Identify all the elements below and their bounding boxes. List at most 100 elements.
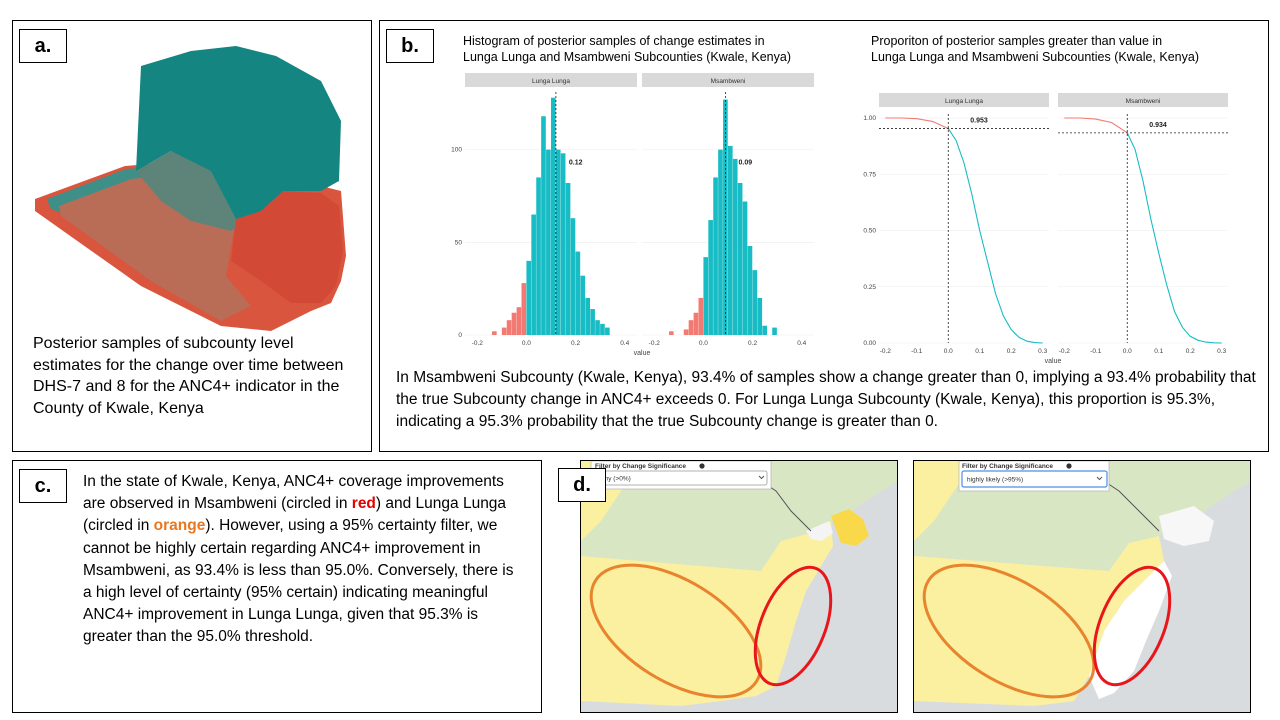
x-tick-label: -0.2 bbox=[1059, 348, 1071, 355]
map-left: Filter by Change Significance any (>0%) bbox=[580, 460, 898, 713]
x-tick-label: 0.2 bbox=[1186, 348, 1195, 355]
proportion-chart: Proporiton of posterior samples greater … bbox=[863, 34, 1228, 365]
map-right-filter-label: Filter by Change Significance bbox=[962, 463, 1053, 470]
panel-b-description: In Msambweni Subcounty (Kwale, Kenya), 9… bbox=[396, 369, 1256, 430]
x-tick-label: -0.2 bbox=[472, 340, 484, 347]
x-tick-label: 0.2 bbox=[571, 340, 580, 347]
x-tick-label: 0.3 bbox=[1217, 348, 1226, 355]
y-tick-label: 50 bbox=[455, 239, 463, 246]
x-tick-label: 0.1 bbox=[1154, 348, 1163, 355]
histogram-bar bbox=[752, 270, 758, 335]
histogram-bar bbox=[762, 325, 768, 335]
kwale-east-red-region bbox=[231, 191, 343, 303]
histogram-bar bbox=[541, 116, 546, 335]
histogram-bar bbox=[492, 331, 497, 335]
map-left-strong-yellow bbox=[831, 509, 869, 546]
map-right-change-yellow bbox=[914, 536, 1164, 706]
facet-label-lunga-lunga: Lunga Lunga bbox=[945, 98, 983, 105]
histogram-bar bbox=[698, 297, 704, 335]
histogram-bar bbox=[565, 182, 571, 335]
info-icon bbox=[1066, 463, 1072, 469]
histogram-bar bbox=[728, 145, 733, 335]
y-tick-label: 0 bbox=[458, 332, 462, 339]
info-icon bbox=[699, 463, 705, 469]
histogram-bar bbox=[506, 320, 512, 335]
map-right-filter-select[interactable] bbox=[961, 470, 1108, 488]
map-left-filter-label: Filter by Change Significance bbox=[595, 463, 686, 470]
panel-d-label: d. bbox=[558, 468, 606, 502]
histogram-bar bbox=[600, 323, 605, 335]
histogram-bar bbox=[742, 201, 748, 335]
y-tick-label: 0.75 bbox=[863, 171, 876, 178]
facet-label-msambweni: Msambweni bbox=[711, 78, 746, 85]
x-tick-label: 0.2 bbox=[1007, 348, 1016, 355]
orange-circle-right bbox=[922, 563, 1096, 699]
map-left-coast-white bbox=[806, 521, 833, 541]
mean-label: 0.09 bbox=[739, 159, 753, 166]
x-tick-label: 0.4 bbox=[620, 340, 629, 347]
proportion-line-positive bbox=[947, 128, 1043, 344]
histogram-bar bbox=[683, 329, 689, 335]
histogram-chart: Histogram of posterior samples of change… bbox=[451, 34, 814, 357]
histogram-bar bbox=[585, 297, 591, 335]
histogram-title-line-1: Histogram of posterior samples of change… bbox=[463, 34, 765, 48]
proportion-line-negative bbox=[885, 117, 949, 130]
panel-b: b. Histogram of posterior samples of cha… bbox=[379, 20, 1269, 452]
proportion-title: Proporiton of posterior samples greater … bbox=[871, 34, 1199, 64]
histogram-bar bbox=[737, 182, 743, 335]
mean-label: 0.12 bbox=[569, 159, 583, 166]
panel-c-text-part-3: ). However, using a 95% certainty filter… bbox=[83, 517, 514, 646]
facet-strip-lunga-lunga bbox=[879, 93, 1049, 107]
histogram-bar bbox=[560, 153, 566, 335]
x-axis-label: value bbox=[1045, 358, 1062, 365]
histogram-bar bbox=[605, 327, 610, 335]
histogram-bar bbox=[772, 327, 777, 335]
histogram-bar bbox=[575, 251, 581, 335]
histogram-bar bbox=[570, 218, 576, 335]
histogram-bar bbox=[526, 260, 532, 335]
map-right-coast-white bbox=[1159, 506, 1214, 546]
map-right-filter-value: highly likely (>95%) bbox=[967, 477, 1023, 484]
histogram-bar bbox=[546, 149, 551, 335]
histogram-bar bbox=[531, 214, 536, 335]
histogram-bar bbox=[757, 297, 763, 335]
x-tick-label: -0.2 bbox=[880, 348, 892, 355]
y-tick-label: 0.00 bbox=[863, 340, 876, 347]
proportion-title-line-2: Lunga Lunga and Msambweni Subcounties (K… bbox=[871, 50, 1199, 64]
facet-label-msambweni: Msambweni bbox=[1126, 98, 1161, 105]
histogram-title: Histogram of posterior samples of change… bbox=[463, 34, 791, 64]
panel-c: c. In the state of Kwale, Kenya, ANC4+ c… bbox=[12, 460, 542, 713]
kwale-north-teal-region bbox=[136, 46, 341, 219]
panel-c-text-part-1: In the state of Kwale, Kenya, ANC4+ cove… bbox=[83, 473, 504, 513]
histogram-bar bbox=[501, 327, 507, 335]
facet-strip-msambweni bbox=[1058, 93, 1228, 107]
histogram-bar bbox=[732, 158, 738, 335]
panel-c-label: c. bbox=[19, 469, 67, 503]
histogram-bar bbox=[536, 177, 541, 335]
proportion-title-line-1: Proporiton of posterior samples greater … bbox=[871, 34, 1162, 48]
histogram-bar bbox=[708, 220, 713, 335]
histogram-bar bbox=[747, 246, 753, 335]
orange-word: orange bbox=[153, 517, 206, 535]
histogram-bar bbox=[713, 177, 718, 335]
red-word: red bbox=[351, 495, 376, 513]
facet-strip-lunga-lunga bbox=[465, 73, 637, 87]
x-tick-label: 0.3 bbox=[1038, 348, 1047, 355]
histogram-bar bbox=[521, 283, 527, 335]
y-tick-label: 0.50 bbox=[863, 228, 876, 235]
panel-c-text-part-2: ) and Lunga Lunga (circled in bbox=[83, 495, 507, 535]
panel-a: a. Posterior samples of subcounty level … bbox=[12, 20, 372, 452]
histogram-bar bbox=[703, 257, 709, 335]
red-circle-right bbox=[1092, 565, 1172, 687]
panel-c-text: In the state of Kwale, Kenya, ANC4+ cove… bbox=[83, 471, 523, 649]
proportion-line-negative bbox=[1064, 117, 1128, 134]
histogram-bar bbox=[555, 149, 561, 335]
histogram-bar bbox=[688, 320, 694, 335]
orange-circle-left bbox=[589, 563, 763, 699]
panel-d: d. Filter by Change Significance any (>0… bbox=[548, 460, 1268, 713]
histogram-bar bbox=[511, 312, 517, 335]
kwale-map bbox=[35, 46, 346, 331]
proportion-line-positive bbox=[1126, 132, 1222, 344]
x-tick-label: -0.2 bbox=[649, 340, 661, 347]
histogram-bar bbox=[595, 320, 600, 335]
